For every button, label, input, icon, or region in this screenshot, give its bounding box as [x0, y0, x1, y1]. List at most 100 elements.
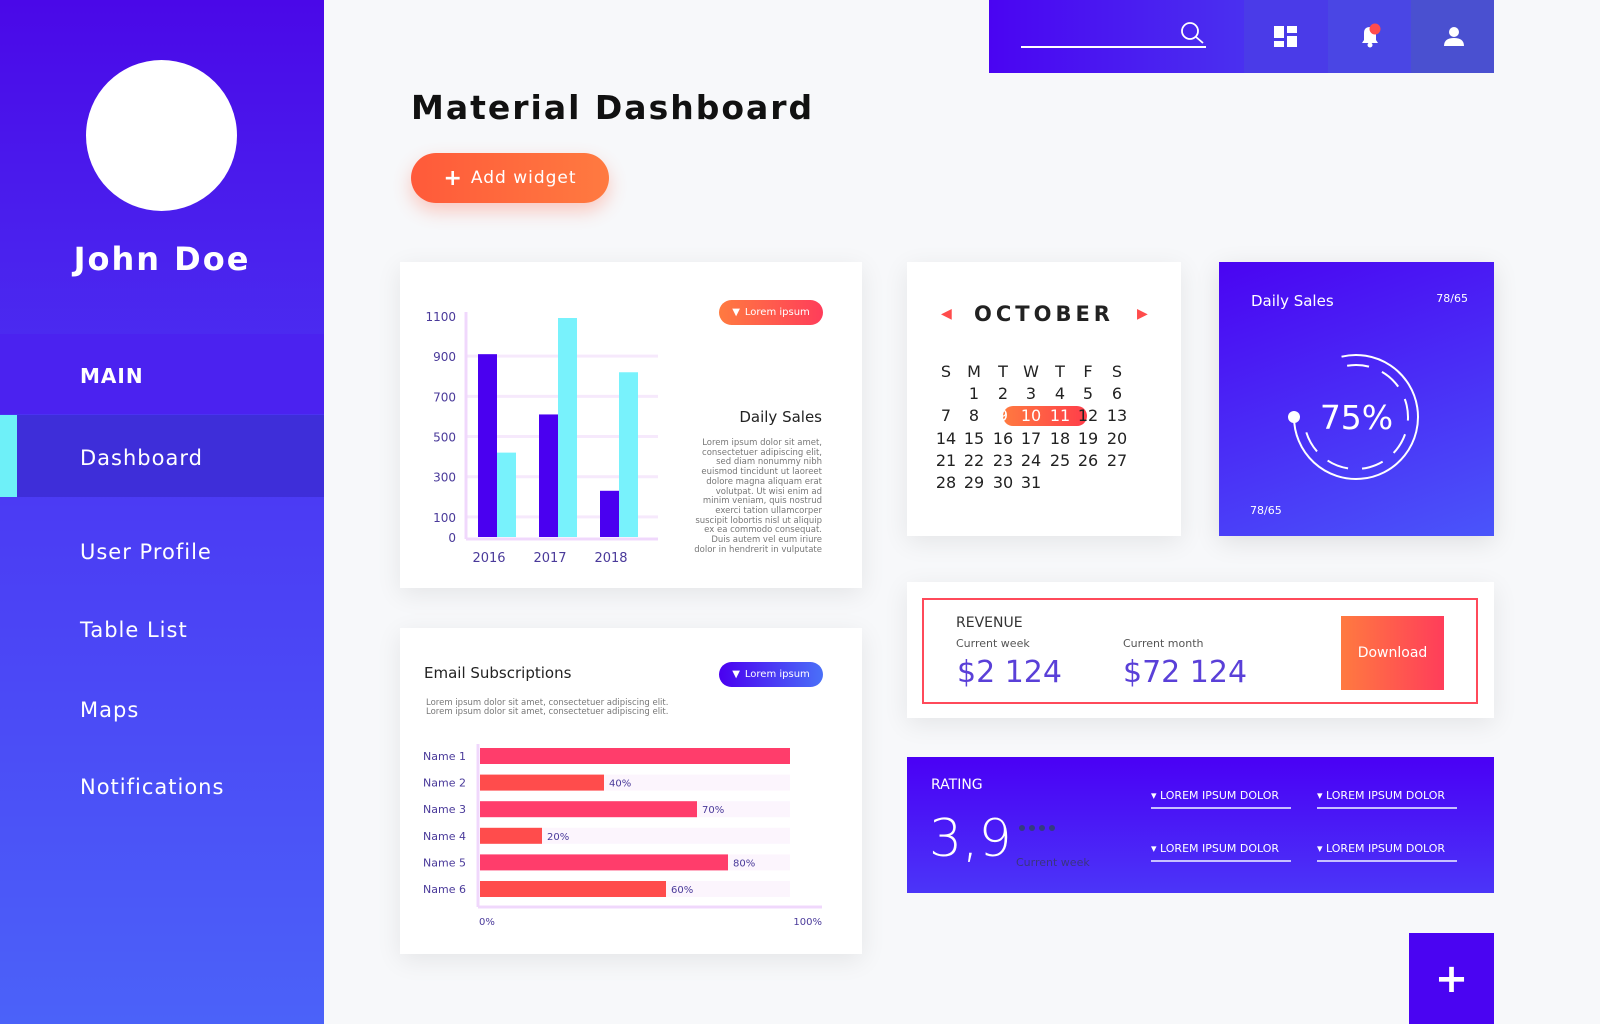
dashboard-grid-icon — [1274, 26, 1297, 47]
dropdown-lorem-ipsum[interactable]: ▼ Lorem ipsum — [719, 300, 823, 325]
rating-dots — [1019, 825, 1055, 831]
value-label: 70% — [702, 805, 724, 816]
weekday-label: S — [1111, 362, 1123, 381]
calendar-day[interactable]: 3 — [1025, 384, 1037, 403]
caret-down-icon: ▼ — [732, 669, 740, 680]
plus-icon: + — [1434, 955, 1469, 1002]
calendar-day[interactable]: 30 — [992, 473, 1014, 493]
sidebar-item-notifications[interactable]: Notifications — [80, 775, 225, 799]
add-widget-button[interactable]: + Add widget — [411, 153, 609, 203]
rating-title: RATING — [931, 777, 983, 793]
calendar-day[interactable]: 24 — [1020, 450, 1042, 470]
calendar-day[interactable]: 25 — [1049, 450, 1071, 470]
bar-2018-series-2 — [619, 372, 638, 537]
bar-chart: 0 100 300 500 700 900 1100 2016 2017 2018 — [425, 310, 658, 566]
progress-gauge — [1288, 354, 1419, 480]
calendar-day[interactable]: 28 — [935, 473, 957, 493]
calendar-day[interactable]: 23 — [992, 450, 1014, 470]
calendar-day[interactable]: 12 — [1077, 406, 1099, 426]
search-icon[interactable] — [1179, 20, 1209, 46]
email-subscriptions-card: Email Subscriptions ▼ Lorem ipsum Lorem i… — [400, 628, 862, 954]
calendar-day[interactable]: 31 — [1020, 473, 1042, 493]
bar-2016-series-1 — [478, 354, 497, 537]
card-title: Daily Sales — [739, 408, 822, 426]
calendar-day[interactable]: 16 — [992, 428, 1014, 448]
avatar[interactable] — [86, 60, 237, 211]
download-button[interactable]: Download — [1341, 616, 1444, 690]
calendar-day[interactable]: 4 — [1054, 384, 1066, 403]
value-label: 40% — [609, 779, 631, 790]
rating-dropdown-3[interactable]: ▾ LOREM IPSUM DOLOR — [1151, 842, 1291, 862]
calendar-day[interactable]: 17 — [1020, 428, 1042, 448]
dropdown-lorem-ipsum[interactable]: ▼ Lorem ipsum — [719, 662, 823, 687]
calendar-day[interactable]: 20 — [1106, 428, 1128, 448]
rating-sub: Current week — [1016, 856, 1090, 869]
calendar-day[interactable]: 27 — [1106, 450, 1128, 470]
x-tick-label: 2016 — [472, 551, 505, 566]
section-label-main: MAIN — [80, 364, 144, 388]
gauge-percent: 75% — [1319, 398, 1394, 437]
calendar-day[interactable]: 15 — [963, 428, 985, 448]
y-tick-label: 700 — [433, 390, 456, 404]
calendar-day[interactable]: 5 — [1082, 384, 1094, 403]
calendar-day[interactable]: 21 — [935, 450, 957, 470]
bar-Name 3 — [480, 801, 697, 818]
card-description: Lorem ipsum dolor sit amet, consectetuer… — [694, 438, 822, 555]
calendar-day[interactable]: 14 — [935, 428, 957, 448]
search-input[interactable] — [1021, 28, 1206, 48]
week-label: Current week — [956, 637, 1030, 650]
calendar-day[interactable]: 10 — [1020, 406, 1042, 426]
y-tick-label: 500 — [433, 431, 456, 445]
revenue-title: REVENUE — [956, 615, 1023, 631]
card-title: Daily Sales — [1251, 292, 1334, 310]
calendar-day[interactable]: 11 — [1049, 406, 1071, 426]
user-name: John Doe — [73, 240, 251, 278]
bar-Name 5 — [480, 854, 728, 871]
rating-dropdown-4[interactable]: ▾ LOREM IPSUM DOLOR — [1317, 842, 1457, 862]
calendar-day[interactable]: 18 — [1049, 428, 1071, 448]
dropdown-label: Lorem ipsum — [744, 669, 810, 680]
y-tick-label: 300 — [433, 471, 456, 485]
profile-button[interactable] — [1411, 0, 1494, 73]
calendar-day[interactable]: 7 — [940, 406, 952, 426]
weekday-label: T — [998, 362, 1008, 381]
sidebar-item-maps[interactable]: Maps — [80, 698, 140, 722]
bar-Name 6 — [480, 881, 666, 897]
rating-dropdown-1[interactable]: ▾ LOREM IPSUM DOLOR — [1151, 789, 1291, 809]
fab-add-button[interactable]: + — [1409, 933, 1494, 1024]
calendar-day[interactable]: 29 — [963, 473, 985, 493]
card-title: Email Subscriptions — [424, 664, 572, 682]
sidebar-item-table-list[interactable]: Table List — [80, 618, 188, 642]
rating-dropdown-2[interactable]: ▾ LOREM IPSUM DOLOR — [1317, 789, 1457, 809]
revenue-card: REVENUE Current week $2 124 Current mont… — [907, 582, 1494, 718]
dashboard-button[interactable] — [1244, 0, 1328, 73]
bottom-value: 78/65 — [1250, 504, 1282, 517]
calendar-day[interactable]: 13 — [1106, 406, 1128, 426]
calendar-day[interactable]: 22 — [963, 450, 985, 470]
calendar-day[interactable]: 8 — [968, 406, 980, 426]
calendar-day[interactable]: 26 — [1077, 450, 1099, 470]
x-tick-label: 2018 — [594, 551, 627, 566]
bar-Name 4 — [480, 827, 542, 844]
calendar-day[interactable]: 9 — [997, 406, 1009, 426]
sidebar-item-dashboard-label[interactable]: Dashboard — [80, 446, 203, 470]
calendar-day[interactable]: 2 — [997, 384, 1009, 403]
calendar-day[interactable]: 1 — [968, 384, 980, 403]
add-widget-label: Add widget — [470, 168, 577, 188]
top-value: 78/65 — [1436, 292, 1468, 305]
notifications-button[interactable] — [1328, 0, 1411, 73]
daily-sales-chart-card: 0 100 300 500 700 900 1100 2016 2017 2018 ▼ Lorem … — [400, 262, 862, 588]
weekday-label: F — [1083, 362, 1093, 381]
next-month-arrow-icon[interactable]: ▶ — [1137, 306, 1148, 322]
prev-month-arrow-icon[interactable]: ◀ — [941, 306, 952, 322]
sidebar-item-dashboard[interactable] — [0, 415, 324, 497]
calendar-day[interactable]: 6 — [1111, 384, 1123, 403]
rating-card: RATING 3,9 Current week ▾ LOREM IPSUM DO… — [907, 757, 1494, 893]
value-label: 20% — [547, 832, 569, 843]
bar-Name 2 — [480, 774, 604, 791]
calendar-day[interactable]: 19 — [1077, 428, 1099, 448]
gauge-knob — [1288, 411, 1300, 423]
bell-icon — [1362, 23, 1381, 48]
sidebar-item-user-profile[interactable]: User Profile — [80, 540, 212, 564]
value-label: 60% — [671, 885, 693, 896]
